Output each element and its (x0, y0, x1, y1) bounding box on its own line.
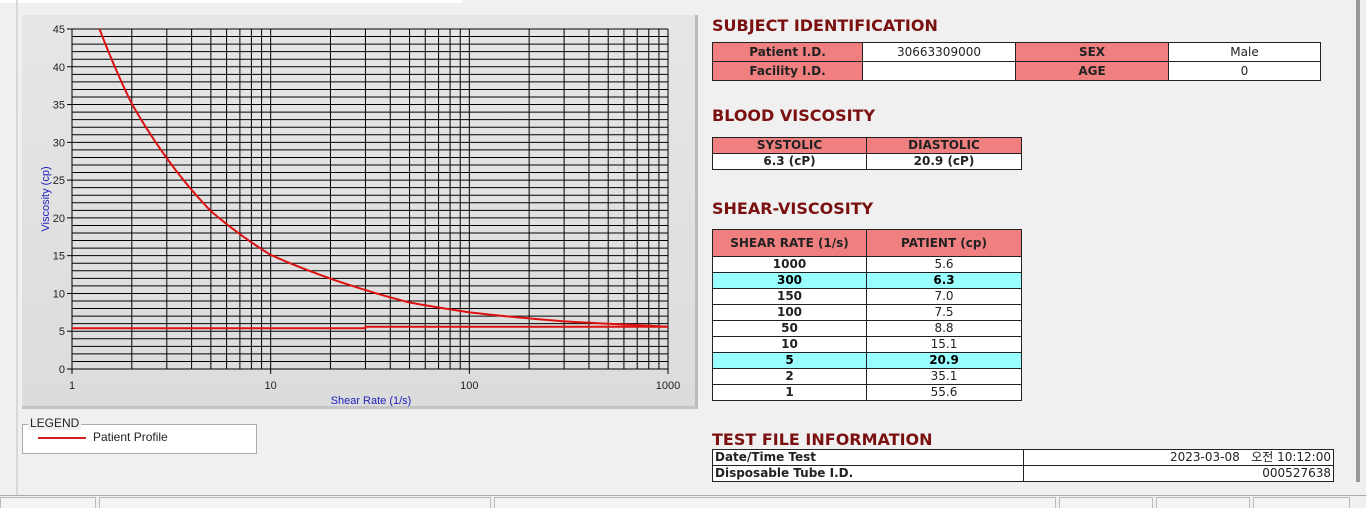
patient-value: 35.1 (866, 368, 1022, 385)
shear-row: 1 55.6 (712, 384, 1022, 401)
shear-table: SHEAR RATE (1/s) PATIENT (cp) 1000 5.6 300 6… (712, 229, 1022, 401)
y-axis-label: Viscosity (cp) (40, 166, 52, 231)
subject-table: Patient I.D. 30663309000 SEX Male Facility … (712, 42, 1321, 81)
status-segment (0, 497, 96, 508)
blood-heading: BLOOD VISCOSITY (712, 106, 876, 125)
patient-id: 30663309000 (862, 42, 1016, 62)
x-tick-label: 1 (69, 380, 75, 392)
legend-swatch (38, 437, 86, 439)
patient-value: 5.6 (866, 256, 1022, 273)
testfile-heading: TEST FILE INFORMATION (712, 430, 933, 449)
date-value: 2023-03-08 오전 10:12:00 (1023, 449, 1334, 466)
shear-rate: 1000 (712, 256, 867, 273)
patient-value: 7.5 (866, 304, 1022, 321)
scrollbar-thumb[interactable] (1356, 0, 1360, 482)
legend-item: Patient Profile (93, 430, 168, 444)
x-tick-label: 100 (460, 380, 478, 392)
shear-row: 10 15.1 (712, 336, 1022, 353)
y-tick-label: 0 (59, 364, 65, 376)
y-tick-label: 25 (53, 175, 65, 187)
age: 0 (1168, 61, 1321, 81)
shear-row: 100 7.5 (712, 304, 1022, 321)
status-segment (494, 497, 1056, 508)
blood-table: SYSTOLIC DIASTOLIC 6.3 (cP) 20.9 (cP) (712, 137, 1022, 170)
shear-rate: 2 (712, 368, 867, 385)
status-segment (1253, 497, 1350, 508)
top-strip (0, 0, 462, 3)
patient-value: 15.1 (866, 336, 1022, 353)
patient-id-label: Patient I.D. (712, 42, 863, 62)
tube-value: 000527638 (1023, 465, 1334, 482)
sex: Male (1168, 42, 1321, 62)
patient-value: 6.3 (866, 272, 1022, 289)
systolic-value: 6.3 (cP) (712, 153, 867, 170)
y-tick-label: 45 (53, 24, 65, 36)
patient-value: 8.8 (866, 320, 1022, 337)
y-tick-label: 30 (53, 137, 65, 149)
y-tick-label: 15 (53, 251, 65, 263)
shear-rate-header: SHEAR RATE (1/s) (712, 229, 867, 257)
left-border (16, 0, 18, 495)
series (72, 29, 668, 330)
patient-header: PATIENT (cp) (866, 229, 1022, 257)
shear-rate: 10 (712, 336, 867, 353)
series-line-2 (72, 325, 668, 330)
status-segment (99, 497, 491, 508)
y-tick-label: 5 (59, 326, 65, 338)
y-tick-label: 10 (53, 288, 65, 300)
sex-label: SEX (1015, 42, 1169, 62)
status-segment (1059, 497, 1153, 508)
shear-row: 5 20.9 (712, 352, 1022, 369)
tube-label: Disposable Tube I.D. (712, 465, 1024, 482)
shear-row: 2 35.1 (712, 368, 1022, 385)
subject-heading: SUBJECT IDENTIFICATION (712, 16, 938, 35)
viscosity-chart: 0 5 10 15 20 25 30 35 40 45 1 10 100 1000 Shear Rate … (40, 24, 680, 407)
testfile-table: Date/Time Test 2023-03-08 오전 10:12:00 Dis… (712, 449, 1334, 482)
shear-rate: 100 (712, 304, 867, 321)
shear-row: 150 7.0 (712, 288, 1022, 305)
series-line-1 (98, 29, 668, 328)
shear-heading: SHEAR-VISCOSITY (712, 199, 874, 218)
grid (71, 28, 669, 370)
systolic-label: SYSTOLIC (712, 137, 867, 154)
date-label: Date/Time Test (712, 449, 1024, 466)
patient-value: 20.9 (866, 352, 1022, 369)
patient-value: 7.0 (866, 288, 1022, 305)
shear-row: 1000 5.6 (712, 256, 1022, 273)
shear-rate: 5 (712, 352, 867, 369)
diastolic-label: DIASTOLIC (866, 137, 1022, 154)
x-tick-label: 1000 (656, 380, 680, 392)
y-tick-label: 20 (53, 213, 65, 225)
shear-row: 50 8.8 (712, 320, 1022, 337)
shear-rate: 1 (712, 384, 867, 401)
status-segment (1156, 497, 1250, 508)
shear-rate: 50 (712, 320, 867, 337)
y-tick-label: 40 (53, 62, 65, 74)
ticks: 0 5 10 15 20 25 30 35 40 45 1 10 100 1000 (53, 24, 680, 392)
shear-row: 300 6.3 (712, 272, 1022, 289)
age-label: AGE (1015, 61, 1169, 81)
shear-rate: 300 (712, 272, 867, 289)
shear-rate: 150 (712, 288, 867, 305)
legend-title: LEGEND (28, 416, 82, 430)
facility-id-label: Facility I.D. (712, 61, 863, 81)
facility-id (862, 61, 1016, 81)
x-axis-label: Shear Rate (1/s) (331, 395, 412, 407)
chart-frame (22, 15, 698, 409)
x-tick-label: 10 (265, 380, 277, 392)
diastolic-value: 20.9 (cP) (866, 153, 1022, 170)
y-tick-label: 35 (53, 100, 65, 112)
patient-value: 55.6 (866, 384, 1022, 401)
